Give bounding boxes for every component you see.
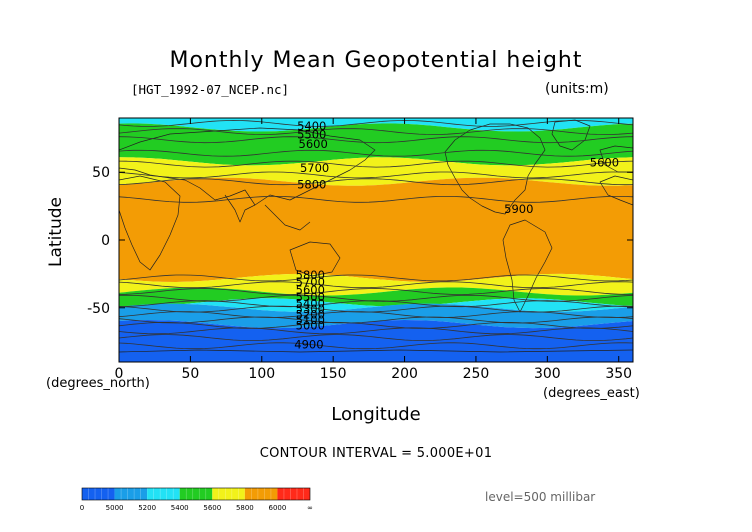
x-tick-label: 300 [534,366,561,382]
contour-label: 4900 [294,337,323,351]
contour-line [119,128,633,135]
contour-label: 5600 [299,137,328,151]
contour-line [119,196,633,203]
contour-label: 5000 [296,318,325,332]
x-tick-label: 0 [115,366,124,382]
contour-label: 5500 [296,290,325,304]
x-tick-label: 150 [320,366,347,382]
units-label: (units:m) [545,81,609,97]
colorbar-tick-label: 0 [80,504,84,512]
contour-line [119,311,633,318]
x-tick-label: 100 [248,366,275,382]
colorbar-tick-label: 5800 [236,504,254,512]
contour-label: 5400 [297,119,326,133]
contour-label: 5700 [300,161,329,175]
dataset-filename: [HGT_1992-07_NCEP.nc] [131,82,290,97]
contour-line [119,294,633,302]
colorbar-swatch [114,488,148,500]
contour-line [119,171,633,179]
color-band [119,118,633,132]
color-band [119,298,633,312]
contour-line [119,178,633,186]
colorbar-swatch [179,488,213,500]
x-tick-label: 200 [391,366,418,382]
color-band [119,273,633,296]
x-axis-units: (degrees_east) [543,386,640,401]
contour-interval-label: CONTOUR INTERVAL = 5.000E+01 [259,446,493,461]
colorbar-swatch [212,488,245,500]
contour-line [119,327,633,335]
y-axis-ticks: 50 0 -50 [87,165,633,317]
contour-label: 5500 [297,127,326,141]
contour-label: 5400 [296,297,325,311]
color-band [119,177,633,282]
contour-label: 5800 [296,268,325,282]
y-axis-units: (degrees_north) [46,376,150,391]
colorbar-tick-label: ∞ [307,504,313,512]
contour-label: 5100 [296,313,325,327]
colorbar-tick-label: 5200 [138,504,156,512]
color-band [119,157,633,186]
x-axis-label: Longitude [331,404,421,425]
level-label: level=500 millibar [485,490,596,504]
contour-label: 5700 [296,275,325,289]
contour-line [119,305,633,313]
color-band [119,320,633,362]
x-tick-label: 250 [463,366,490,382]
colorbar: 0 5000 5200 5400 5600 5800 6000 ∞ [80,487,313,512]
contour-line [119,300,633,308]
y-tick-label: 0 [101,233,110,249]
colorbar-tick-label: 5600 [203,504,221,512]
y-tick-label: 50 [92,165,110,181]
contour-line [119,334,633,341]
colorbar-swatch [244,488,278,500]
contour-line [119,316,633,324]
x-tick-label: 50 [181,366,199,382]
contour-lines [119,119,633,350]
contour-line [119,322,633,329]
contour-label: 5800 [297,177,326,191]
x-tick-label: 350 [605,366,632,382]
contour-line [119,342,633,350]
contour-label: 5900 [504,202,533,216]
chart-title: Monthly Mean Geopotential height [169,48,583,73]
contour-label: 5300 [296,302,325,316]
contour-line [119,288,633,295]
contour-label: 5200 [296,308,325,322]
colorbar-frame [81,487,311,501]
y-tick-label: -50 [87,301,110,317]
contour-line [119,160,633,168]
contour-line [119,274,633,282]
colorbar-swatch [82,488,115,500]
colorbar-tick-label: 6000 [269,504,287,512]
contour-label: 5600 [590,156,619,170]
colorbar-tick-label: 5000 [106,504,124,512]
contour-label: 5600 [296,283,325,297]
contour-line [119,149,633,157]
color-band [119,287,633,307]
colorbar-tick-label: 5400 [171,504,189,512]
contour-labels: 5400550056005700580056005900580057005600… [294,119,619,351]
colorbar-swatch [277,488,310,500]
contour-line [119,281,633,289]
contour-line [119,136,633,144]
colorbar-swatch [147,488,180,500]
x-axis-ticks: 0 50 100 150 200 250 300 350 [115,118,632,382]
